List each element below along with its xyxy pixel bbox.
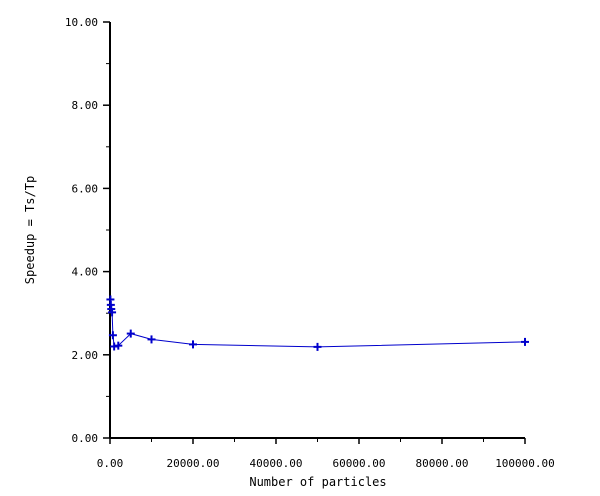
x-tick-label: 0.00: [97, 457, 124, 470]
series-line: [109, 299, 526, 348]
data-point-marker: [126, 329, 135, 338]
x-tick-label: 60000.00: [333, 457, 386, 470]
plot-area: 0.00 20000.00 40000.00 60000.00 80000.00 1000…: [65, 16, 555, 470]
series-group: [106, 295, 529, 351]
data-point-marker: [108, 331, 117, 340]
data-point-marker: [313, 342, 322, 351]
x-tick-labels: 0.00 20000.00 40000.00 60000.00 80000.00 1000…: [97, 457, 555, 470]
y-axis: 0.00 2.00 4.00 6.00 8.00 10.00: [65, 16, 111, 445]
y-axis-title: Speedup = Ts/Tp: [23, 176, 37, 284]
y-tick-labels: 0.00 2.00 4.00 6.00 8.00 10.00: [65, 16, 98, 445]
y-tick-label: 10.00: [65, 16, 98, 29]
x-tick-label: 80000.00: [416, 457, 469, 470]
data-point-marker: [114, 341, 123, 350]
y-tick-label: 8.00: [72, 99, 99, 112]
x-tick-label: 40000.00: [250, 457, 303, 470]
data-point-marker: [147, 335, 156, 344]
x-tick-label: 100000.00: [495, 457, 555, 470]
y-tick-label: 6.00: [72, 182, 99, 195]
x-tick-label: 20000.00: [167, 457, 220, 470]
data-point-marker: [108, 308, 117, 317]
x-axis-title: Number of particles: [249, 475, 386, 489]
data-point-marker: [521, 337, 529, 346]
y-tick-label: 4.00: [72, 266, 99, 279]
y-tick-label: 2.00: [72, 349, 99, 362]
data-point-marker: [189, 340, 197, 349]
x-ticks: [109, 438, 526, 444]
y-tick-label: 0.00: [72, 432, 99, 445]
x-axis: 0.00 20000.00 40000.00 60000.00 80000.00 1000…: [97, 437, 555, 470]
y-ticks: [103, 21, 110, 439]
